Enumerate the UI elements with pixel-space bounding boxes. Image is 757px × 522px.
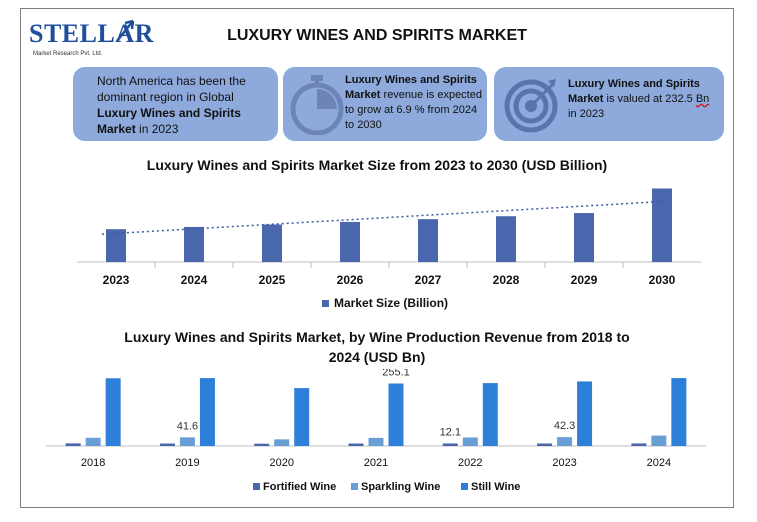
bar-market-size-2028 bbox=[496, 216, 516, 262]
info-box-value: Luxury Wines and Spirits Market is value… bbox=[494, 67, 724, 141]
bar-still-wine-2018 bbox=[105, 378, 121, 446]
x-tick-label: 2023 bbox=[103, 273, 130, 287]
x-tick-label: 2021 bbox=[364, 457, 388, 469]
x-tick-label: 2028 bbox=[493, 273, 520, 287]
x-tick-label: 2024 bbox=[181, 273, 208, 287]
legend-swatch-sparkling-wine bbox=[351, 483, 358, 490]
x-tick-label: 2027 bbox=[415, 273, 442, 287]
bar-market-size-2023 bbox=[106, 229, 126, 262]
legend-label-sparkling-wine: Sparkling Wine bbox=[361, 481, 440, 493]
box2-text: revenue is expected to grow at 6.9 % fro… bbox=[345, 89, 482, 131]
bar-fortified-wine-2021 bbox=[348, 443, 364, 446]
box1-text: North America has been the dominant regi… bbox=[97, 74, 246, 104]
target-icon bbox=[504, 79, 558, 133]
bar-still-wine-2023 bbox=[577, 381, 593, 446]
bar-market-size-2025 bbox=[262, 224, 282, 262]
logo: STELLAR Market Research Pvt. Ltd. bbox=[29, 15, 153, 61]
x-tick-label: 2024 bbox=[647, 457, 671, 469]
bar-market-size-2029 bbox=[574, 213, 594, 262]
x-tick-label: 2020 bbox=[269, 457, 293, 469]
page-title: LUXURY WINES AND SPIRITS MARKET bbox=[227, 27, 527, 44]
bar-still-wine-2020 bbox=[294, 388, 310, 446]
wine-production-chart: 2018 41.6 2019 2020 255.1 2021 12.1 2022 42.3 202… bbox=[46, 369, 706, 493]
x-tick-label: 2026 bbox=[337, 273, 364, 287]
bar-fortified-wine-2018 bbox=[65, 443, 81, 446]
legend-swatch-market-size bbox=[322, 300, 329, 307]
legend-label-market-size: Market Size (Billion) bbox=[334, 296, 448, 310]
bar-sparkling-wine-2023 bbox=[557, 437, 573, 446]
bar-still-wine-2024 bbox=[671, 378, 687, 446]
legend-label-still-wine: Still Wine bbox=[471, 481, 520, 493]
bar-sparkling-wine-2022 bbox=[462, 437, 478, 446]
legend-label-fortified-wine: Fortified Wine bbox=[263, 481, 336, 493]
bar-still-wine-2019 bbox=[199, 378, 215, 446]
x-tick-label: 2023 bbox=[552, 457, 576, 469]
stopwatch-icon bbox=[290, 75, 344, 135]
bar-sparkling-wine-2019 bbox=[179, 437, 195, 446]
x-tick-label: 2025 bbox=[259, 273, 286, 287]
chart2-title: Luxury Wines and Spirits Market, by Wine… bbox=[21, 327, 733, 367]
infographic-frame: STELLAR Market Research Pvt. Ltd. LUXURY… bbox=[20, 8, 734, 508]
x-tick-label: 2029 bbox=[571, 273, 598, 287]
bar-sparkling-wine-2020 bbox=[274, 439, 290, 446]
info-box-region: North America has been the dominant regi… bbox=[73, 67, 278, 141]
bar-market-size-2024 bbox=[184, 226, 204, 262]
x-tick-label: 2030 bbox=[649, 273, 676, 287]
data-label: 41.6 bbox=[177, 420, 198, 432]
bar-sparkling-wine-2024 bbox=[651, 435, 667, 446]
bar-market-size-2030 bbox=[652, 188, 672, 262]
bar-sparkling-wine-2018 bbox=[85, 437, 101, 446]
logo-subtitle: Market Research Pvt. Ltd. bbox=[33, 51, 103, 57]
x-tick-label: 2018 bbox=[81, 457, 105, 469]
legend-swatch-fortified-wine bbox=[253, 483, 260, 490]
bar-market-size-2027 bbox=[418, 219, 438, 262]
box1-bold: Luxury Wines and Spirits Market bbox=[97, 106, 241, 136]
data-label: 42.3 bbox=[554, 420, 575, 432]
bar-still-wine-2021 bbox=[388, 383, 404, 446]
box3-post: in 2023 bbox=[568, 108, 605, 120]
bar-market-size-2026 bbox=[340, 221, 360, 262]
bar-fortified-wine-2022 bbox=[442, 443, 458, 446]
box3-unit: Bn bbox=[695, 93, 710, 105]
legend-swatch-still-wine bbox=[461, 483, 468, 490]
bar-fortified-wine-2019 bbox=[159, 443, 175, 446]
bar-fortified-wine-2023 bbox=[537, 443, 553, 446]
box3-text: is valued at 232.5 bbox=[603, 93, 696, 105]
x-tick-label: 2019 bbox=[175, 457, 199, 469]
market-size-chart: 2023 2024 2025 2026 2027 2028 2029 2030 Market S… bbox=[77, 188, 701, 310]
data-label: 255.1 bbox=[382, 369, 410, 379]
box3-bold: Luxury Wines and Spirits Market bbox=[568, 78, 700, 105]
x-tick-label: 2022 bbox=[458, 457, 482, 469]
bar-still-wine-2022 bbox=[482, 383, 498, 446]
arrow-icon bbox=[116, 19, 135, 42]
data-label: 12.1 bbox=[440, 426, 461, 438]
chart2-title-text: Luxury Wines and Spirits Market, by Wine… bbox=[124, 329, 630, 365]
info-box-growth: Luxury Wines and Spirits Market revenue … bbox=[283, 67, 487, 141]
bar-sparkling-wine-2021 bbox=[368, 437, 384, 446]
box1-post: in 2023 bbox=[135, 122, 179, 136]
box2-bold: Luxury Wines and Spirits Market bbox=[345, 74, 477, 101]
bar-fortified-wine-2020 bbox=[254, 443, 270, 446]
trendline bbox=[101, 200, 663, 235]
bar-fortified-wine-2024 bbox=[631, 443, 647, 446]
chart1-title: Luxury Wines and Spirits Market Size fro… bbox=[146, 157, 608, 173]
